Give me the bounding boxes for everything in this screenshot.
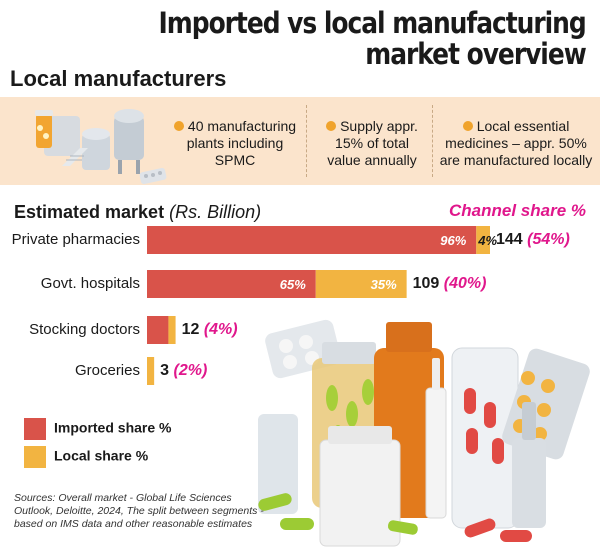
total-value-label: 12 (4%) — [181, 321, 238, 338]
medicine-bottles-and-pills — [258, 319, 590, 547]
title-line-2: market overview — [365, 37, 587, 71]
local-bar — [476, 226, 490, 254]
category-label: Stocking doctors — [29, 321, 140, 338]
bullet-icon — [326, 121, 337, 131]
segment-share-label: 35% — [370, 277, 397, 292]
local-bar — [147, 357, 155, 385]
local-swatch — [24, 446, 46, 468]
fact-divider — [306, 105, 307, 177]
local-bar — [315, 270, 407, 298]
segment-share-label: 65% — [279, 277, 306, 292]
category-label: Groceries — [74, 362, 140, 379]
bullet-icon — [462, 121, 473, 131]
segment-share-label: 96% — [440, 233, 467, 248]
legend-item-local: Local share % — [24, 446, 148, 468]
imported-bar — [147, 226, 477, 254]
bullet-icon — [173, 121, 184, 131]
title-line-1: Imported vs local manufacturing — [158, 6, 587, 40]
section-title: Local manufacturers — [10, 66, 227, 91]
total-value-label: 144 (54%) — [496, 231, 570, 248]
fact-essential: Local essential medicines – appr. 50% are… — [439, 118, 593, 168]
total-value-label: 109 (40%) — [412, 275, 487, 292]
source-note: Sources: Overall market - Global Life Sc… — [14, 492, 264, 530]
category-label: Private pharmacies — [11, 231, 140, 248]
fact-divider — [432, 105, 433, 177]
imported-swatch — [24, 418, 46, 440]
fact-supply: Supply appr. 15% of total value annually — [326, 118, 418, 168]
factory-icon — [35, 109, 167, 185]
category-label: Govt. hospitals — [40, 275, 140, 292]
segment-share-label: 4% — [478, 233, 498, 248]
legend-item-imported: Imported share % — [24, 418, 171, 440]
fact-plants: 40 manufacturing plants including SPMC — [170, 118, 300, 169]
chart-title: Estimated market (Rs. Billion) — [14, 202, 262, 222]
page-title: Imported vs local manufacturing market o… — [158, 6, 587, 71]
local-bar — [168, 316, 176, 344]
imported-bar — [147, 316, 169, 344]
total-value-label: 3 (2%) — [160, 362, 208, 379]
imported-bar — [147, 270, 316, 298]
channel-share-header: Channel share % — [449, 201, 586, 220]
